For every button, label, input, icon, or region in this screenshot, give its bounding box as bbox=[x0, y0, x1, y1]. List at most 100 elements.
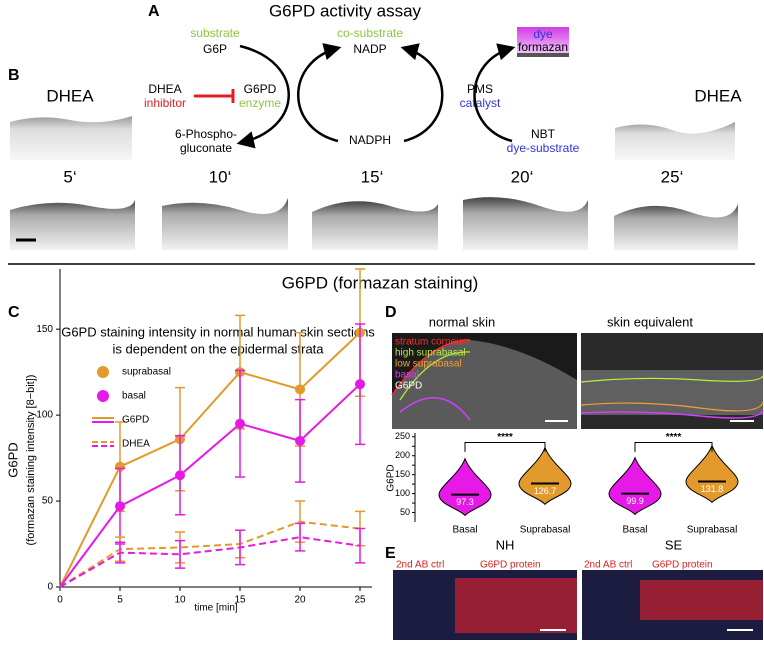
significance: **** bbox=[497, 432, 513, 443]
error-bar bbox=[355, 527, 365, 564]
label: DHEA bbox=[694, 86, 742, 105]
outline bbox=[580, 375, 764, 383]
significance-bracket bbox=[634, 441, 713, 452]
outline bbox=[399, 397, 471, 421]
y-tick-label: 150 bbox=[395, 469, 410, 479]
series-line bbox=[59, 331, 361, 588]
label: substrate bbox=[190, 26, 240, 40]
group-label: SE bbox=[665, 537, 683, 552]
violin-body bbox=[608, 456, 662, 516]
tissue-image bbox=[10, 116, 132, 160]
legend-label: basal bbox=[395, 370, 419, 381]
outline bbox=[580, 409, 764, 419]
panel-c: C G6PD staining intensity in normal huma… bbox=[5, 304, 375, 613]
significance-bracket bbox=[464, 441, 546, 452]
label: enzyme bbox=[239, 96, 281, 110]
panel-e: E 2nd AB ctrl G6PD protein 2nd AB ctrl G… bbox=[385, 545, 763, 640]
tissue-image bbox=[162, 198, 288, 250]
y-tick-label: 0 bbox=[47, 582, 53, 593]
panel-letter: B bbox=[8, 67, 20, 84]
stained-tissue bbox=[455, 578, 577, 633]
series-line bbox=[59, 536, 361, 588]
y-tick-label: 100 bbox=[36, 410, 53, 421]
label: G6P bbox=[203, 42, 227, 56]
label: formazan bbox=[518, 40, 568, 54]
y-axis-label: G6PD bbox=[386, 464, 397, 491]
x-tick-label: 15 bbox=[234, 595, 246, 606]
tissue bbox=[392, 340, 577, 429]
caption: G6PD (formazan staining) bbox=[282, 273, 479, 292]
outline bbox=[580, 401, 764, 412]
chart-title: is dependent on the epidermal strata bbox=[112, 341, 324, 356]
data-point bbox=[235, 418, 245, 429]
label: PMS bbox=[467, 82, 493, 96]
x-tick-label: 0 bbox=[57, 595, 63, 606]
violin-body bbox=[685, 444, 739, 504]
label: G6PD protein bbox=[480, 560, 541, 571]
y-tick-label: 250 bbox=[395, 431, 410, 441]
category-label: Suprabasal bbox=[520, 525, 571, 536]
legend-label: DHEA bbox=[122, 439, 150, 450]
category-label: Basal bbox=[622, 525, 647, 536]
label: G6PD bbox=[244, 82, 277, 96]
y-axis-label: G6PD bbox=[5, 442, 20, 477]
y-axis-sublabel: (formazan staining intensity [8−bit]) bbox=[25, 375, 37, 546]
violin-body bbox=[518, 446, 572, 506]
label: NADP bbox=[353, 42, 386, 56]
data-point bbox=[295, 435, 305, 446]
tissue-image bbox=[463, 197, 588, 250]
label: catalyst bbox=[460, 96, 501, 110]
panel-letter: A bbox=[148, 3, 160, 20]
label: G6PD protein bbox=[652, 560, 713, 571]
reaction-arrow bbox=[236, 44, 290, 149]
tissue-image bbox=[10, 200, 135, 250]
time-label: 15‘ bbox=[361, 167, 384, 186]
value-label: 99.9 bbox=[626, 496, 644, 506]
label: normal skin bbox=[429, 314, 495, 329]
stained-tissue bbox=[640, 580, 763, 620]
time-label: 10‘ bbox=[209, 167, 232, 186]
label: 2nd AB ctrl bbox=[396, 560, 444, 571]
label: gluconate bbox=[180, 141, 232, 155]
label: inhibitor bbox=[144, 96, 186, 110]
error-bar bbox=[235, 529, 245, 566]
error-bar bbox=[115, 541, 125, 564]
data-point bbox=[355, 379, 365, 390]
group-label: NH bbox=[496, 537, 515, 552]
legend-label: G6PD bbox=[395, 381, 422, 392]
panel-b: B DHEA DHEA G6PD (formazan staining) bbox=[8, 67, 755, 292]
data-point bbox=[115, 461, 125, 472]
category-label: Suprabasal bbox=[687, 525, 738, 536]
data-point bbox=[175, 470, 185, 481]
x-axis-label: time [min] bbox=[194, 603, 238, 614]
y-tick-label: 200 bbox=[395, 450, 410, 460]
panel-title: G6PD activity assay bbox=[269, 1, 422, 20]
label: skin equivalent bbox=[607, 314, 693, 329]
data-point bbox=[295, 384, 305, 395]
time-label: 5‘ bbox=[63, 167, 76, 186]
significance: **** bbox=[666, 432, 682, 443]
error-bar bbox=[175, 539, 185, 569]
series-line bbox=[59, 383, 361, 588]
outline bbox=[391, 339, 471, 396]
x-tick-label: 10 bbox=[174, 595, 186, 606]
panel-a: A G6PD activity assay substrate G6P co-s… bbox=[144, 1, 580, 155]
series-line bbox=[59, 520, 361, 588]
panel-letter: C bbox=[8, 304, 20, 321]
outline bbox=[399, 351, 471, 401]
label: dye-substrate bbox=[507, 141, 580, 155]
panel-letter: E bbox=[385, 545, 396, 562]
y-tick-label: 150 bbox=[36, 324, 53, 335]
legend-label: G6PD bbox=[122, 415, 149, 426]
time-label: 20‘ bbox=[511, 167, 534, 186]
legend-label: low suprabasal bbox=[395, 359, 462, 370]
violin-body bbox=[438, 457, 492, 517]
data-point bbox=[115, 501, 125, 512]
dye-box bbox=[517, 27, 569, 57]
error-bar bbox=[295, 522, 305, 552]
y-tick-label: 50 bbox=[400, 507, 410, 517]
legend-label: suprabasal bbox=[122, 367, 171, 378]
label: 6-Phospho- bbox=[175, 127, 237, 141]
category-label: Basal bbox=[452, 525, 477, 536]
